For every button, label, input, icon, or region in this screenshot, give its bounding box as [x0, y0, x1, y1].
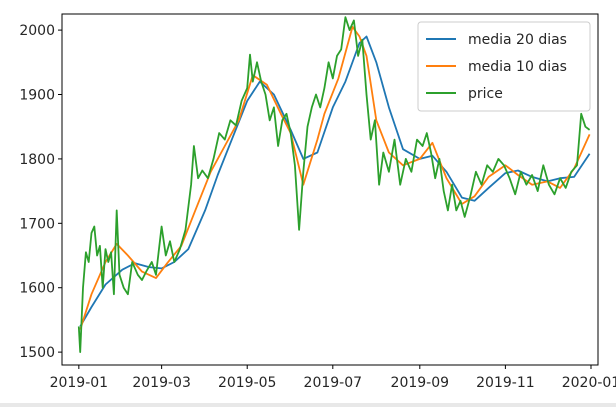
series-layer: [77, 16, 591, 353]
legend-box: [417, 21, 591, 112]
y-axis: 1500 1600 1700 1800 1900 2000: [19, 23, 62, 361]
legend-label-2: price: [468, 86, 503, 102]
x-tick-label: 2019-09: [391, 375, 450, 391]
legend-label-1: media 10 dias: [468, 59, 567, 75]
y-tick-label: 1800: [19, 152, 55, 168]
legend: media 20 dias media 10 dias price: [417, 21, 591, 112]
y-tick-label: 2000: [19, 23, 55, 39]
x-tick-label: 2019-11: [476, 375, 535, 391]
y-tick-label: 1600: [19, 281, 55, 297]
series-line-1: [79, 26, 591, 330]
x-tick-label: 2019-07: [304, 375, 363, 391]
y-tick-label: 1500: [19, 345, 55, 361]
series-line-2: [77, 16, 591, 353]
y-tick-label: 1900: [19, 88, 55, 104]
x-tick-label: 2019-01: [50, 375, 109, 391]
y-tick-label: 1700: [19, 216, 55, 232]
x-tick-label: 2020-01: [562, 375, 616, 391]
x-tick-label: 2019-03: [132, 375, 191, 391]
x-tick-label: 2019-05: [218, 375, 277, 391]
x-axis: 2019-01 2019-03 2019-05 2019-07 2019-09 2019-…: [50, 365, 616, 391]
legend-label-0: media 20 dias: [468, 32, 567, 48]
